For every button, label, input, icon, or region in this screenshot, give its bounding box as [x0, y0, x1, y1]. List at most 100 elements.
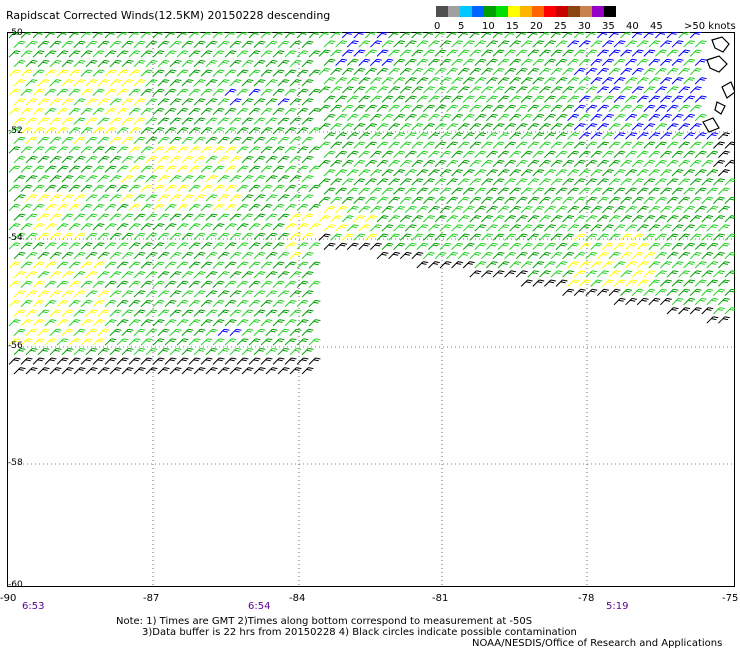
wind-barb — [434, 104, 447, 112]
wind-barb — [49, 136, 62, 144]
wind-barb — [724, 196, 735, 204]
wind-barb — [277, 347, 290, 356]
wind-barb — [515, 67, 528, 76]
wind-barb — [97, 367, 110, 375]
wind-barb — [457, 86, 470, 94]
wind-barb — [32, 50, 45, 58]
wind-barb — [68, 146, 81, 154]
wind-barb — [25, 290, 38, 298]
wind-barb — [613, 242, 626, 250]
wind-barb — [620, 67, 633, 76]
wind-barb — [481, 270, 493, 278]
wind-barb — [631, 251, 644, 260]
wind-barb — [205, 194, 218, 202]
wind-barb — [346, 205, 359, 214]
wind-barb — [164, 223, 177, 231]
wind-barb — [157, 79, 170, 87]
wind-barb — [133, 271, 146, 279]
wind-barb — [597, 233, 609, 241]
wind-barb — [486, 113, 498, 122]
wind-barb — [44, 107, 57, 116]
wind-barb — [631, 32, 644, 39]
wind-barb — [145, 213, 158, 221]
wind-barb — [613, 150, 626, 158]
wind-barb — [648, 279, 661, 287]
wind-barb — [578, 95, 591, 103]
wind-barb — [61, 136, 74, 144]
wind-barb — [116, 88, 129, 96]
wind-barb — [520, 205, 533, 214]
wind-barb — [481, 67, 493, 76]
wind-barb — [492, 251, 505, 260]
wind-barbs — [8, 32, 735, 375]
wind-barb — [683, 150, 696, 158]
wind-barb — [80, 107, 93, 116]
wind-barb — [56, 127, 69, 135]
wind-barb — [236, 127, 249, 135]
wind-barb — [265, 117, 278, 125]
wind-barb — [376, 251, 389, 260]
wind-barb — [365, 141, 377, 149]
wind-barb — [515, 49, 528, 57]
wind-barb — [284, 319, 297, 327]
wind-barb — [308, 69, 321, 77]
wind-barb — [428, 58, 440, 66]
wind-barb — [73, 117, 86, 125]
wind-barb — [341, 233, 354, 241]
wind-barb — [335, 242, 348, 250]
wind-barb — [212, 88, 225, 96]
wind-barb — [330, 141, 343, 149]
wind-barb — [631, 215, 644, 223]
wind-barb — [567, 77, 580, 85]
wind-barb — [590, 224, 603, 232]
wind-barb — [61, 271, 74, 279]
wind-barb — [13, 98, 26, 106]
wind-barb — [140, 299, 153, 308]
wind-barb — [648, 58, 661, 66]
wind-barb — [527, 159, 540, 168]
wind-barb — [404, 224, 417, 232]
wind-barb — [678, 86, 691, 94]
wind-barb — [253, 328, 266, 336]
wind-barb — [462, 242, 475, 250]
wind-barb — [393, 40, 406, 48]
wind-barb — [133, 155, 146, 164]
wind-barb — [212, 261, 225, 269]
wind-barb — [301, 79, 314, 87]
wind-barb — [446, 141, 459, 149]
wind-barb — [562, 251, 575, 260]
wind-barb — [323, 224, 336, 232]
wind-barb — [200, 32, 213, 39]
wind-barb — [164, 88, 177, 96]
wind-barb — [253, 117, 266, 125]
wind-barb — [706, 261, 719, 269]
wind-barb — [358, 40, 371, 48]
wind-barb — [416, 40, 429, 48]
wind-barb — [128, 338, 141, 346]
wind-barb — [608, 32, 621, 39]
wind-barb — [486, 169, 498, 177]
wind-barb — [284, 32, 297, 39]
wind-barb — [404, 58, 417, 66]
wind-barb — [109, 175, 122, 183]
wind-barb — [486, 187, 498, 195]
wind-barb — [381, 205, 394, 214]
wind-barb — [284, 299, 297, 308]
wind-barb — [555, 40, 568, 48]
wind-barb — [152, 69, 165, 77]
wind-barb — [145, 290, 158, 298]
wind-barb — [37, 290, 50, 298]
wind-barb — [370, 205, 382, 214]
wind-barb — [253, 40, 266, 48]
wind-barb — [164, 280, 177, 288]
wind-barb — [224, 184, 237, 192]
wind-barb — [308, 242, 321, 250]
wind-barb — [388, 215, 401, 223]
wind-barb — [416, 205, 429, 214]
wind-barb — [25, 251, 38, 260]
wind-barb — [370, 58, 382, 66]
wind-barb — [689, 233, 702, 241]
wind-barb — [97, 136, 110, 144]
wind-barb — [277, 213, 290, 221]
wind-barb — [80, 127, 93, 135]
